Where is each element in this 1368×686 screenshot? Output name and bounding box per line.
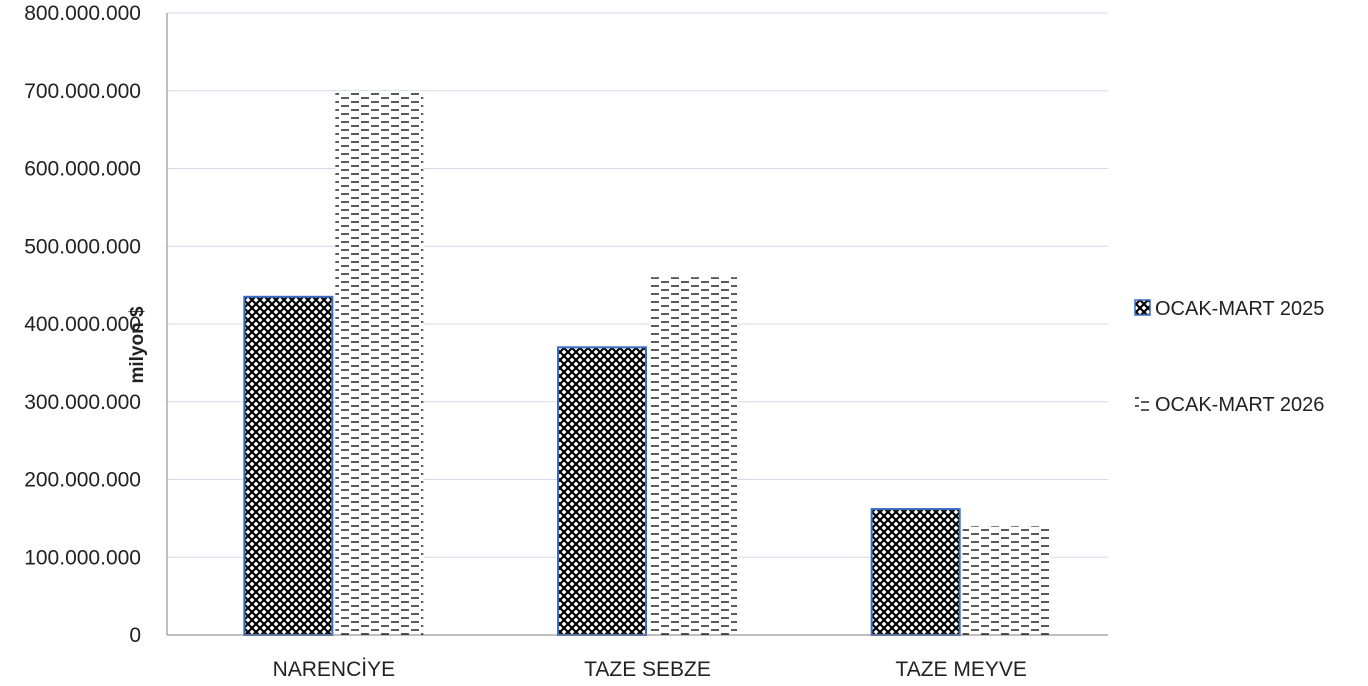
x-tick-label: TAZE SEBZE bbox=[584, 658, 711, 681]
legend-swatch-2025 bbox=[1134, 299, 1151, 316]
bars bbox=[243, 90, 1051, 637]
bar-2026 bbox=[335, 90, 424, 635]
y-tick-label: 400.000.000 bbox=[24, 313, 141, 336]
y-tick-label: 800.000.000 bbox=[24, 2, 141, 25]
legend-item-2026: OCAK-MART 2026 bbox=[1135, 394, 1324, 416]
legend: OCAK-MART 2025 OCAK-MART 2026 bbox=[1134, 298, 1324, 416]
y-tick-label: 100.000.000 bbox=[24, 546, 141, 569]
x-tick-label: TAZE MEYVE bbox=[895, 658, 1026, 681]
axes bbox=[166, 13, 1108, 636]
y-tick-label: 600.000.000 bbox=[24, 158, 141, 181]
y-axis-label: milyon $ bbox=[127, 306, 148, 384]
bar-2026 bbox=[962, 526, 1051, 635]
x-tick-label: NARENCİYE bbox=[273, 658, 396, 681]
y-axis-ticks: 0 100.000.000 200.000.000 300.000.000 400.00… bbox=[24, 2, 141, 647]
bar-2025 bbox=[870, 508, 961, 637]
y-tick-label: 300.000.000 bbox=[24, 391, 141, 414]
x-axis-categories: NARENCİYE TAZE SEBZE TAZE MEYVE bbox=[273, 658, 1027, 681]
legend-swatch-2026 bbox=[1135, 396, 1150, 411]
legend-label-2026: OCAK-MART 2026 bbox=[1155, 394, 1324, 416]
y-tick-label: 200.000.000 bbox=[24, 469, 141, 492]
bar-2025 bbox=[243, 295, 334, 636]
bar-2026 bbox=[649, 277, 737, 635]
bar-2025 bbox=[557, 346, 647, 636]
y-tick-label: 500.000.000 bbox=[24, 235, 141, 258]
y-tick-label: 0 bbox=[129, 624, 141, 647]
y-tick-label: 700.000.000 bbox=[24, 80, 141, 103]
legend-item-2025: OCAK-MART 2025 bbox=[1134, 298, 1324, 320]
legend-label-2025: OCAK-MART 2025 bbox=[1155, 298, 1324, 320]
